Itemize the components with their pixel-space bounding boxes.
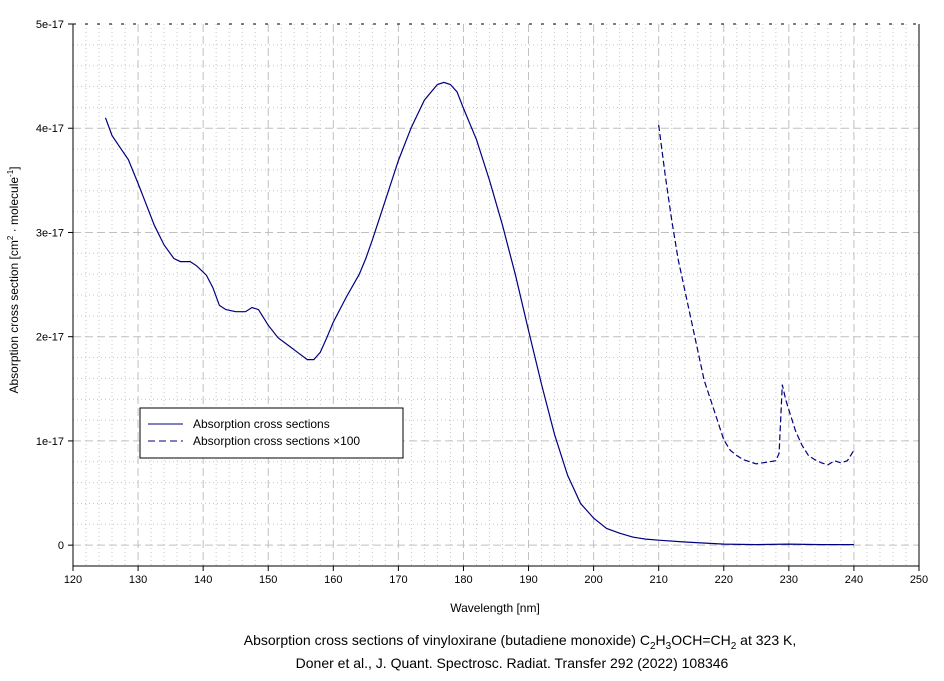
y-tick-label: 4e-17 — [36, 123, 64, 135]
legend-label-dashed: Absorption cross sections ×100 — [193, 434, 360, 448]
x-tick-label: 230 — [780, 574, 798, 586]
x-tick-label: 180 — [454, 574, 472, 586]
legend: Absorption cross sections Absorption cro… — [139, 407, 404, 459]
x-axis-label: Wavelength [nm] — [450, 601, 540, 615]
caption-line-1: Absorption cross sections of vinyloxiran… — [244, 632, 796, 652]
x-tick-label: 240 — [845, 574, 863, 586]
y-tick-label: 5e-17 — [36, 19, 64, 31]
axes — [72, 23, 920, 567]
series-line-cross-sections — [104, 81, 854, 546]
legend-label-solid: Absorption cross sections — [193, 417, 330, 431]
y-ticks: 0 1e-17 2e-17 3e-17 4e-17 5e-17 — [36, 19, 73, 552]
x-tick-label: 120 — [64, 574, 82, 586]
legend-box — [139, 407, 404, 459]
x-tick-label: 130 — [129, 574, 147, 586]
series-line-x100 — [658, 125, 855, 466]
x-tick-label: 160 — [324, 574, 342, 586]
x-tick-label: 190 — [519, 574, 537, 586]
series — [104, 81, 855, 546]
y-tick-label: 0 — [58, 540, 64, 552]
y-tick-label: 2e-17 — [36, 332, 64, 344]
caption-line-2: Doner et al., J. Quant. Spectrosc. Radia… — [296, 655, 729, 671]
x-tick-label: 170 — [389, 574, 407, 586]
x-tick-label: 250 — [910, 574, 928, 586]
x-tick-label: 200 — [584, 574, 602, 586]
x-tick-label: 220 — [715, 574, 733, 586]
x-tick-label: 210 — [650, 574, 668, 586]
x-tick-label: 150 — [259, 574, 277, 586]
grid — [73, 24, 919, 567]
x-tick-label: 140 — [194, 574, 212, 586]
x-ticks: 120 130 140 150 160 170 180 190 200 210 220 230 240 2… — [64, 566, 928, 586]
y-tick-label: 3e-17 — [36, 227, 64, 239]
y-axis-label: Absorption cross section [cm2 · molecule… — [6, 166, 21, 393]
y-tick-label: 1e-17 — [36, 436, 64, 448]
